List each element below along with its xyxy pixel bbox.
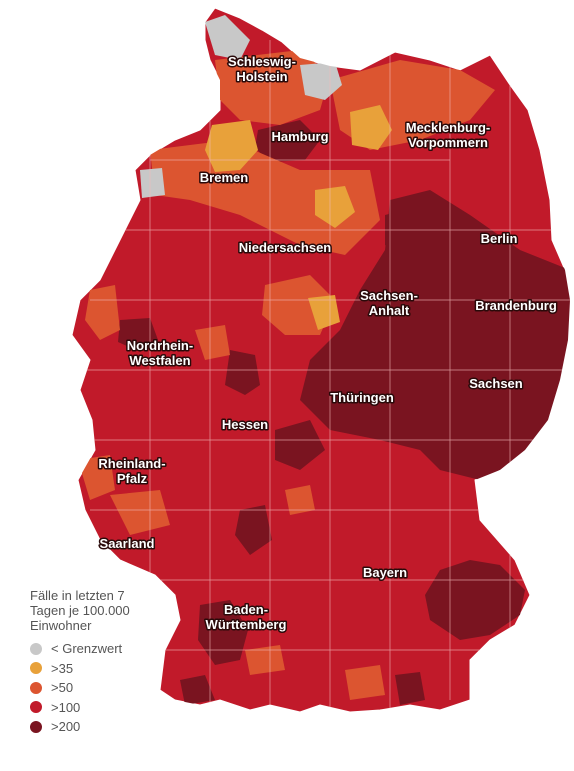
state-label-rheinland-pfalz: Rheinland-Pfalz: [98, 456, 165, 486]
germany-territory: [71, 7, 571, 713]
state-label-line: Niedersachsen: [239, 240, 332, 255]
state-label-sachsen: Sachsen: [469, 376, 523, 391]
region-ns-high: [385, 205, 432, 262]
state-label-hamburg: Hamburg: [271, 129, 328, 144]
region-yellow-mv: [350, 105, 392, 150]
state-label-line: Hessen: [222, 417, 268, 432]
region-south-high-3: [395, 672, 425, 705]
region-ns-mid: [150, 140, 380, 255]
legend-swatch: [30, 662, 42, 675]
state-label-line: Westfalen: [129, 353, 190, 368]
region-hessen-high: [225, 350, 260, 395]
state-label-nordrhein-westfalen: Nordrhein-Westfalen: [127, 338, 193, 368]
region-bw-high: [235, 505, 272, 555]
region-yellow-bremen: [205, 120, 258, 172]
state-label-line: Vorpommern: [408, 135, 488, 150]
legend-swatch: [30, 642, 42, 655]
state-label-brandenburg: Brandenburg: [475, 298, 557, 313]
legend-item-below-limit: < Grenzwert: [30, 639, 230, 659]
state-label-sachsen-anhalt: Sachsen-Anhalt: [360, 288, 418, 318]
region-east-high: [300, 190, 570, 480]
legend-label: >100: [51, 699, 81, 715]
state-label-line: Holstein: [236, 69, 287, 84]
region-nrw-mid: [85, 285, 120, 340]
state-label-line: Thüringen: [330, 390, 394, 405]
legend-label: >35: [51, 660, 74, 676]
state-label-baden-wuerttemberg: Baden-Württemberg: [206, 602, 287, 632]
legend-title-line: Fälle in letzten 7: [30, 588, 125, 603]
state-label-line: Schleswig-: [228, 54, 296, 69]
legend: Fälle in letzten 7 Tagen je 100.000 Einw…: [30, 588, 230, 737]
region-rp-mid: [78, 455, 115, 500]
state-label-line: Bayern: [363, 565, 407, 580]
region-grey-sh-2: [300, 62, 342, 100]
state-label-line: Berlin: [481, 231, 518, 246]
region-south-high-1: [198, 600, 248, 665]
region-yellow-ns: [315, 186, 355, 228]
state-label-line: Saarland: [100, 536, 155, 551]
region-central-high: [275, 420, 325, 470]
legend-swatch: [30, 720, 42, 733]
legend-label: >50: [51, 680, 74, 696]
region-south-high-2: [180, 675, 215, 705]
state-label-line: Brandenburg: [475, 298, 557, 313]
state-label-mecklenburg-vorpommern: Mecklenburg-Vorpommern: [406, 120, 491, 150]
state-label-line: Baden-: [224, 602, 268, 617]
region-grey-sh-1: [205, 15, 250, 60]
region-nrw-mid2: [195, 325, 230, 360]
legend-label: >200: [51, 719, 81, 735]
region-by-mid: [345, 665, 385, 700]
legend-item-35: >35: [30, 659, 230, 679]
state-label-line: Rheinland-: [98, 456, 165, 471]
incidence-regions: [78, 15, 570, 710]
legend-swatch: [30, 701, 42, 714]
region-saar-mid: [110, 490, 170, 535]
region-grey-ns: [140, 168, 165, 198]
state-label-line: Hamburg: [271, 129, 328, 144]
state-label-saarland: Saarland: [100, 536, 155, 551]
state-labels: Schleswig-Holstein Hamburg Mecklenburg-Vor…: [97, 53, 558, 634]
legend-label: < Grenzwert: [51, 641, 123, 657]
state-label-thueringen: Thüringen: [330, 390, 394, 405]
state-label-berlin: Berlin: [481, 231, 518, 246]
state-label-line: Sachsen-: [360, 288, 418, 303]
region-hessen-mid: [285, 485, 315, 515]
state-label-bremen: Bremen: [200, 170, 248, 185]
legend-swatch: [30, 681, 42, 694]
state-label-line: Sachsen: [469, 376, 523, 391]
state-label-line: Pfalz: [117, 471, 148, 486]
state-label-niedersachsen: Niedersachsen: [239, 240, 332, 255]
region-nrw-high: [118, 318, 158, 352]
legend-item-100: >100: [30, 698, 230, 718]
legend-title-line: Einwohner: [30, 618, 92, 633]
state-label-line: Nordrhein-: [127, 338, 193, 353]
region-bw-mid: [245, 645, 285, 675]
state-label-bayern: Bayern: [363, 565, 407, 580]
region-yellow-sa: [308, 295, 340, 330]
state-label-line: Mecklenburg-: [406, 120, 491, 135]
state-label-line: Württemberg: [206, 617, 287, 632]
state-label-hessen: Hessen: [222, 417, 268, 432]
legend-title-line: Tagen je 100.000: [30, 603, 130, 618]
state-label-line: Anhalt: [369, 303, 410, 318]
legend-item-200: >200: [30, 717, 230, 737]
state-label-line: Bremen: [200, 170, 248, 185]
legend-item-50: >50: [30, 678, 230, 698]
legend-title: Fälle in letzten 7 Tagen je 100.000 Einw…: [30, 588, 230, 633]
region-hamburg-high: [255, 120, 320, 162]
state-label-schleswig-holstein: Schleswig-Holstein: [228, 54, 296, 84]
